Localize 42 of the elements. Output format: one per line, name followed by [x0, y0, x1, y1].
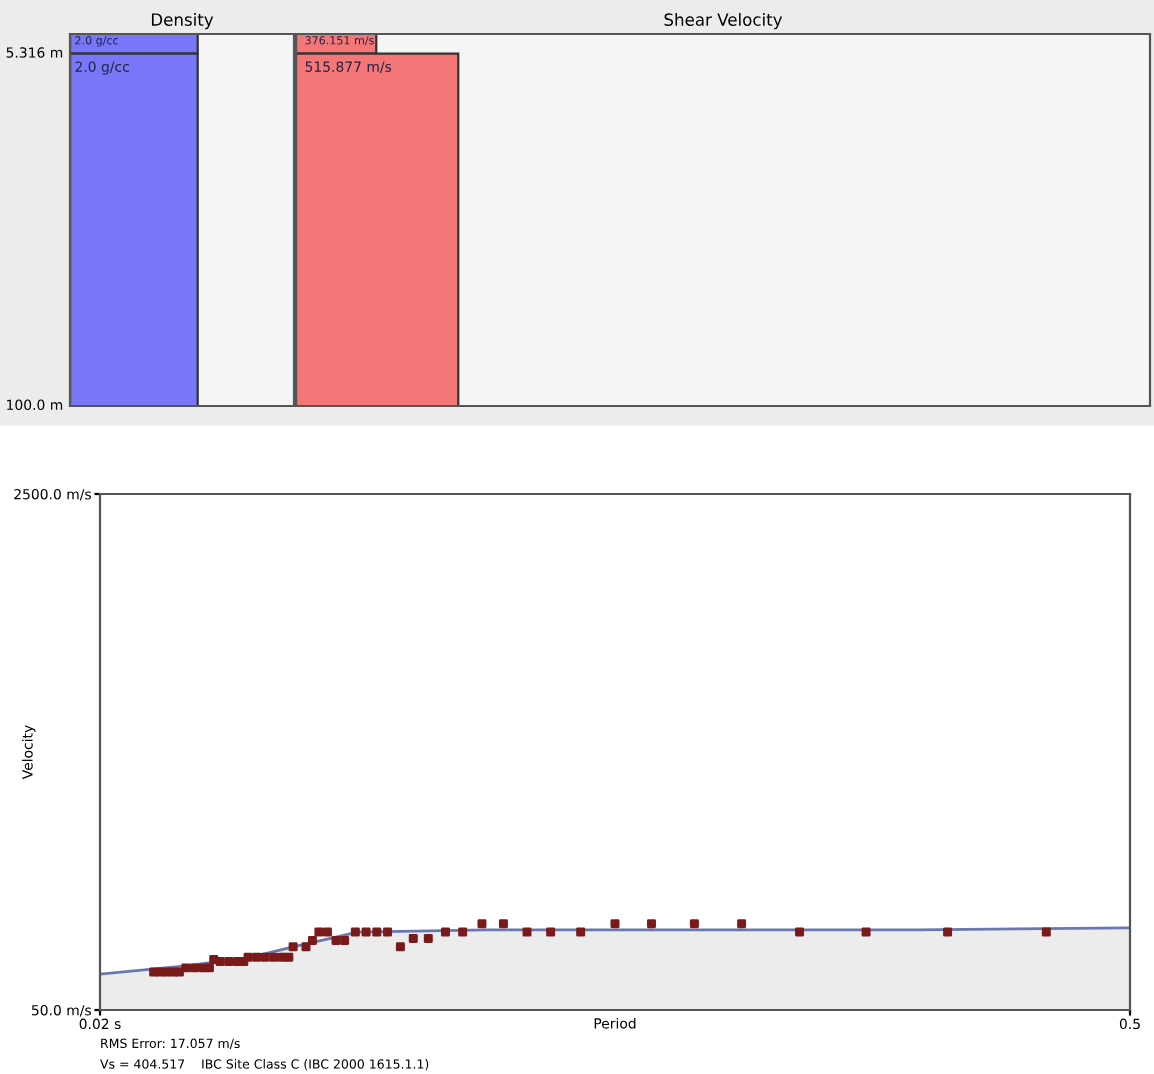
point [322, 927, 332, 937]
point [477, 919, 487, 929]
point [252, 952, 262, 962]
text: Shear Velocity [664, 13, 783, 30]
point [224, 957, 234, 967]
point [361, 927, 371, 937]
point [610, 919, 620, 929]
point [243, 952, 253, 962]
text: Density [151, 13, 214, 30]
point [408, 933, 418, 943]
point [861, 927, 871, 937]
point [737, 919, 747, 929]
point [215, 957, 225, 967]
point [943, 927, 953, 937]
point [260, 952, 270, 962]
point [340, 936, 350, 945]
point [576, 927, 586, 937]
point [423, 933, 433, 943]
point [314, 927, 324, 937]
point [1041, 927, 1051, 937]
point [646, 919, 656, 929]
point [372, 927, 382, 937]
point [204, 963, 214, 973]
point [301, 942, 311, 952]
point [189, 963, 199, 973]
point [307, 936, 317, 945]
point [269, 952, 279, 962]
point [331, 936, 341, 945]
point [395, 942, 405, 952]
point [689, 919, 699, 929]
point [498, 919, 508, 929]
point [383, 927, 393, 937]
point [546, 927, 556, 937]
point [458, 927, 468, 937]
point [284, 952, 294, 962]
point [181, 963, 191, 973]
point [522, 927, 532, 937]
point [288, 942, 298, 952]
point [440, 927, 450, 937]
point [350, 927, 360, 937]
point [795, 927, 805, 937]
point [174, 967, 184, 977]
